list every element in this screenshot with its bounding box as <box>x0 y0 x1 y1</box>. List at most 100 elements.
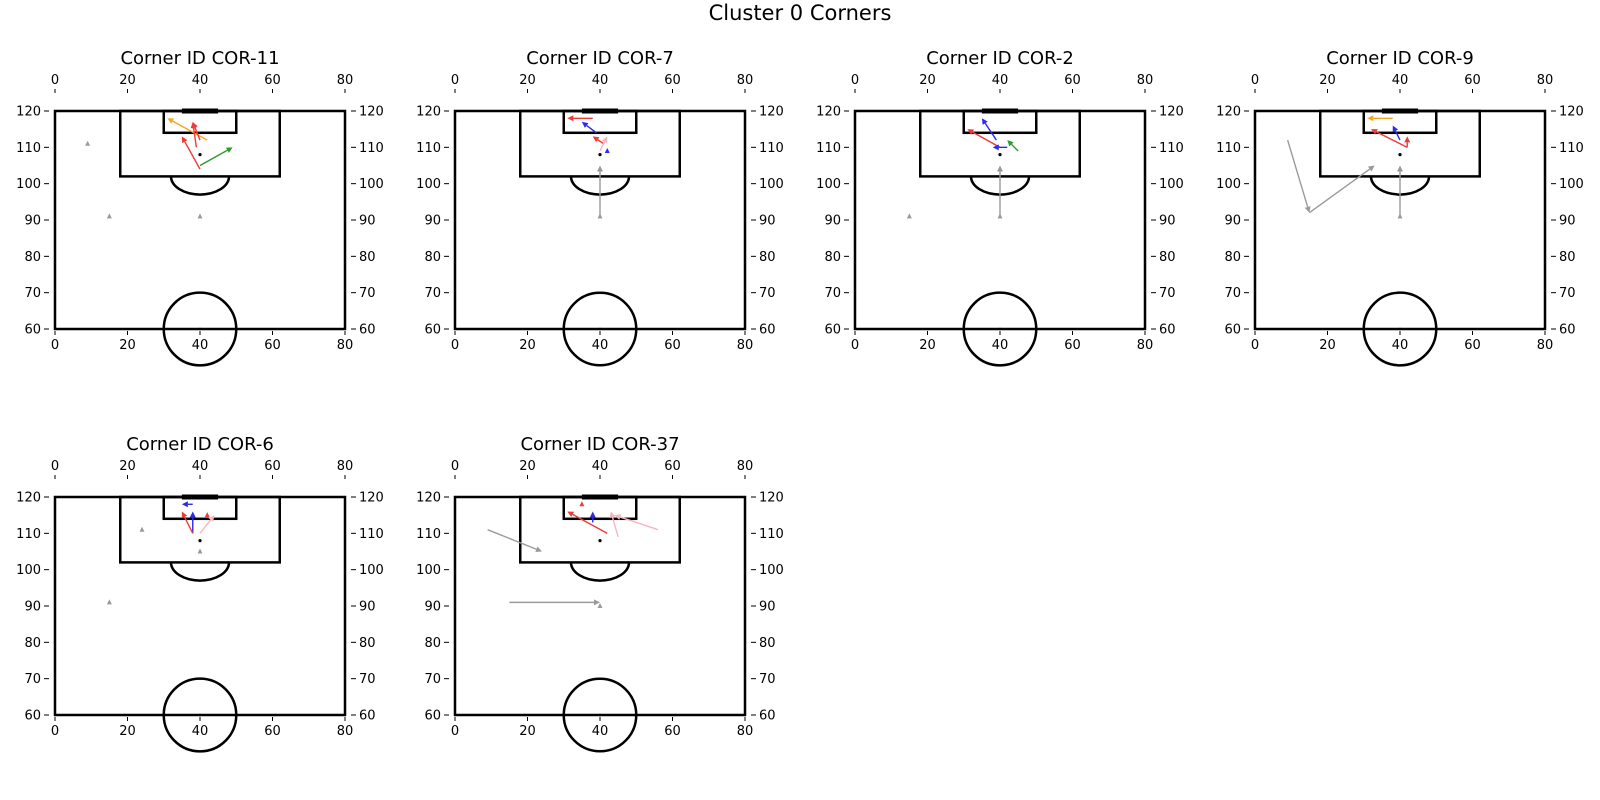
figure-title: Cluster 0 Corners <box>708 1 892 25</box>
y-tick-label-right: 70 <box>759 286 776 301</box>
center-circle <box>162 291 238 330</box>
y-tick-label-left: 80 <box>24 636 41 651</box>
y-tick-label-right: 80 <box>759 636 776 651</box>
y-tick-label-left: 120 <box>1216 105 1241 120</box>
movement-arrow <box>972 131 1001 148</box>
x-tick-label-bottom: 40 <box>992 338 1009 353</box>
x-tick-label-bottom: 20 <box>1319 338 1336 353</box>
arrow-head <box>967 129 975 135</box>
y-tick-label-right: 90 <box>359 600 376 615</box>
x-tick-label-bottom: 40 <box>192 724 209 739</box>
arrow-head <box>614 514 622 520</box>
center-circle-lower <box>162 714 238 753</box>
player-marker <box>997 213 1003 219</box>
movement-arrow <box>1010 143 1019 152</box>
y-tick-label-left: 60 <box>424 709 441 724</box>
movement-arrow <box>611 517 619 538</box>
ball-marker <box>998 153 1002 157</box>
y-tick-label-left: 110 <box>16 141 41 156</box>
x-tick-label-top: 0 <box>451 459 459 474</box>
center-circle-lower <box>962 328 1038 367</box>
arrow-head <box>609 511 616 519</box>
center-circle <box>962 291 1038 330</box>
y-tick-label-right: 120 <box>359 491 384 506</box>
arrow-head <box>592 136 600 143</box>
x-tick-label-top: 20 <box>1319 73 1336 88</box>
pitch-panel: Corner ID COR-6 0 0 20 20 40 40 60 60 80 80 60 60 70 7… <box>16 434 384 753</box>
x-tick-label-bottom: 60 <box>264 724 281 739</box>
x-tick-label-top: 80 <box>337 459 354 474</box>
x-tick-label-top: 80 <box>337 73 354 88</box>
movement-arrow <box>199 149 228 167</box>
y-tick-label-right: 100 <box>359 563 384 578</box>
y-tick-label-left: 80 <box>424 636 441 651</box>
pitch-panel: Corner ID COR-37 0 0 20 20 40 40 60 60 80 80 60 60 70… <box>416 434 784 753</box>
y-tick-label-left: 100 <box>16 177 41 192</box>
movement-arrow <box>619 516 659 531</box>
y-tick-label-right: 70 <box>1159 286 1176 301</box>
arrow-head <box>1397 165 1403 172</box>
arrow-head <box>535 546 542 553</box>
arrow-head <box>594 599 600 606</box>
arrow-head <box>589 511 596 518</box>
panel-title: Corner ID COR-6 <box>126 434 274 455</box>
movement-arrow <box>1376 131 1408 148</box>
arrow-head <box>1404 136 1411 143</box>
x-tick-label-top: 20 <box>519 459 536 474</box>
x-tick-label-bottom: 40 <box>1392 338 1409 353</box>
y-tick-label-left: 100 <box>416 563 441 578</box>
movement-arrow <box>1394 130 1401 141</box>
y-tick-label-right: 100 <box>759 177 784 192</box>
y-tick-label-left: 80 <box>1224 250 1241 265</box>
penalty-box <box>119 109 281 178</box>
arrow-head <box>1368 165 1375 172</box>
panel-title: Corner ID COR-7 <box>526 48 674 69</box>
arrow-head <box>208 515 215 522</box>
player-marker <box>85 140 91 146</box>
movement-arrow <box>183 516 194 534</box>
player-marker <box>579 501 585 507</box>
y-tick-label-right: 60 <box>359 709 376 724</box>
y-tick-label-right: 120 <box>1559 105 1584 120</box>
x-tick-label-bottom: 80 <box>737 724 754 739</box>
y-tick-label-left: 110 <box>16 527 41 542</box>
x-tick-label-bottom: 0 <box>1251 338 1259 353</box>
player-marker <box>604 147 610 153</box>
y-tick-label-right: 110 <box>359 141 384 156</box>
player-marker <box>597 603 603 608</box>
movement-arrow <box>597 139 605 145</box>
y-tick-label-right: 100 <box>759 563 784 578</box>
center-spot <box>198 327 202 331</box>
x-tick-label-bottom: 60 <box>664 724 681 739</box>
y-tick-label-left: 70 <box>24 672 41 687</box>
ball-marker <box>1398 153 1402 157</box>
pitch-panel: Corner ID COR-11 0 0 20 20 40 40 60 60 80 80 60 60 70… <box>16 48 384 367</box>
arrow-head <box>189 511 196 518</box>
player-marker <box>197 548 203 554</box>
x-tick-label-bottom: 40 <box>192 338 209 353</box>
arrow-head <box>601 136 608 144</box>
arrow-head <box>181 501 188 508</box>
x-tick-label-top: 0 <box>851 73 859 88</box>
y-tick-label-right: 90 <box>759 600 776 615</box>
pitch-panel: Corner ID COR-9 0 0 20 20 40 40 60 60 80 80 60 60 70 7… <box>1216 48 1584 367</box>
arrow-head <box>1007 140 1014 147</box>
panel-title: Corner ID COR-37 <box>520 434 679 455</box>
penalty-arc <box>169 562 231 582</box>
x-tick-label-top: 60 <box>1064 73 1081 88</box>
x-tick-label-top: 80 <box>1137 73 1154 88</box>
y-tick-label-left: 60 <box>24 323 41 338</box>
y-tick-label-right: 60 <box>759 709 776 724</box>
x-tick-label-top: 60 <box>264 73 281 88</box>
movement-arrow <box>572 513 608 534</box>
six-yard-box <box>162 495 238 521</box>
movement-arrow <box>599 141 606 152</box>
y-tick-label-left: 110 <box>416 141 441 156</box>
x-tick-label-bottom: 40 <box>592 724 609 739</box>
y-tick-label-left: 60 <box>1224 323 1241 338</box>
arrow-head <box>992 144 999 151</box>
y-tick-label-left: 90 <box>424 214 441 229</box>
arrow-head <box>181 511 188 519</box>
y-tick-label-right: 100 <box>1159 177 1184 192</box>
player-marker <box>204 512 210 518</box>
